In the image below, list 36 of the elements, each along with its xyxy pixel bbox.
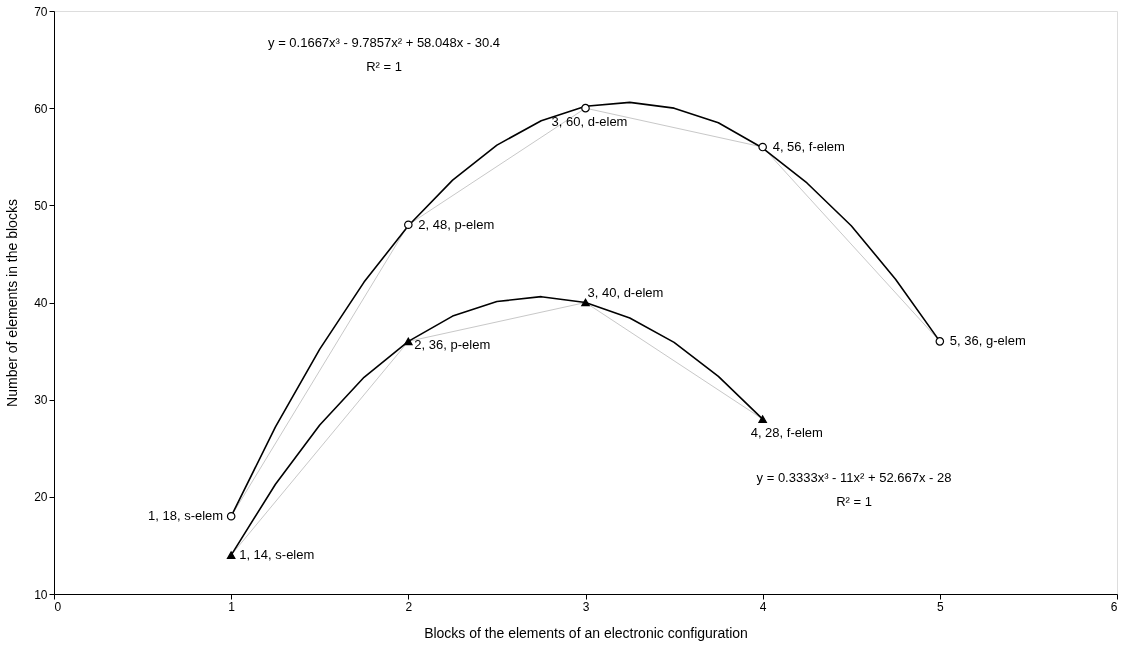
annotation: R² = 1 [836, 494, 872, 509]
x-tick-label: 0 [54, 599, 62, 614]
point [581, 103, 590, 113]
annotation: 2, 48, p-elem [418, 216, 495, 232]
annotation: 3, 40, d-elem [587, 284, 664, 300]
annotation: 1, 14, s-elem [239, 547, 315, 563]
annotation: 3, 60, d-elem [551, 114, 628, 130]
annotation: R² = 1 [366, 59, 402, 74]
y-tick-label: 50 [34, 198, 48, 213]
point [226, 511, 236, 521]
annotation: 4, 56, f-elem [772, 139, 845, 155]
point [226, 551, 236, 559]
annotation: 5, 36, g-elem [949, 333, 1026, 349]
x-tick-label: 1 [228, 599, 236, 614]
x-tick-label: 6 [1110, 599, 1118, 614]
y-tick-label: 20 [34, 490, 48, 505]
y-tick-label: 40 [34, 296, 48, 310]
x-tick-label: 3 [582, 599, 590, 614]
point [758, 415, 767, 423]
point [404, 220, 413, 230]
x-axis-title: Blocks of the elements of an electronic configuration [424, 624, 748, 641]
y-tick-label: 70 [34, 4, 48, 19]
annotation: 1, 18, s-elem [148, 508, 224, 524]
y-tick-label: 10 [34, 587, 48, 602]
annotation: y = 0.1667x³ - 9.7857x² + 58.048x - 30.4 [268, 35, 500, 50]
x-tick-label: 5 [936, 599, 944, 614]
annotation: 4, 28, f-elem [750, 425, 823, 441]
point [935, 337, 945, 346]
x-tick-label: 4 [759, 599, 767, 614]
y-tick-label: 30 [34, 393, 48, 408]
y-axis-title: Number of elements in the blocks [4, 199, 21, 407]
x-tick-label: 2 [405, 599, 413, 614]
y-tick-label: 60 [34, 101, 48, 116]
point [758, 142, 767, 152]
annotation: y = 0.3333x³ - 11x² + 52.667x - 28 [756, 470, 952, 485]
annotation: 2, 36, p-elem [414, 337, 491, 353]
